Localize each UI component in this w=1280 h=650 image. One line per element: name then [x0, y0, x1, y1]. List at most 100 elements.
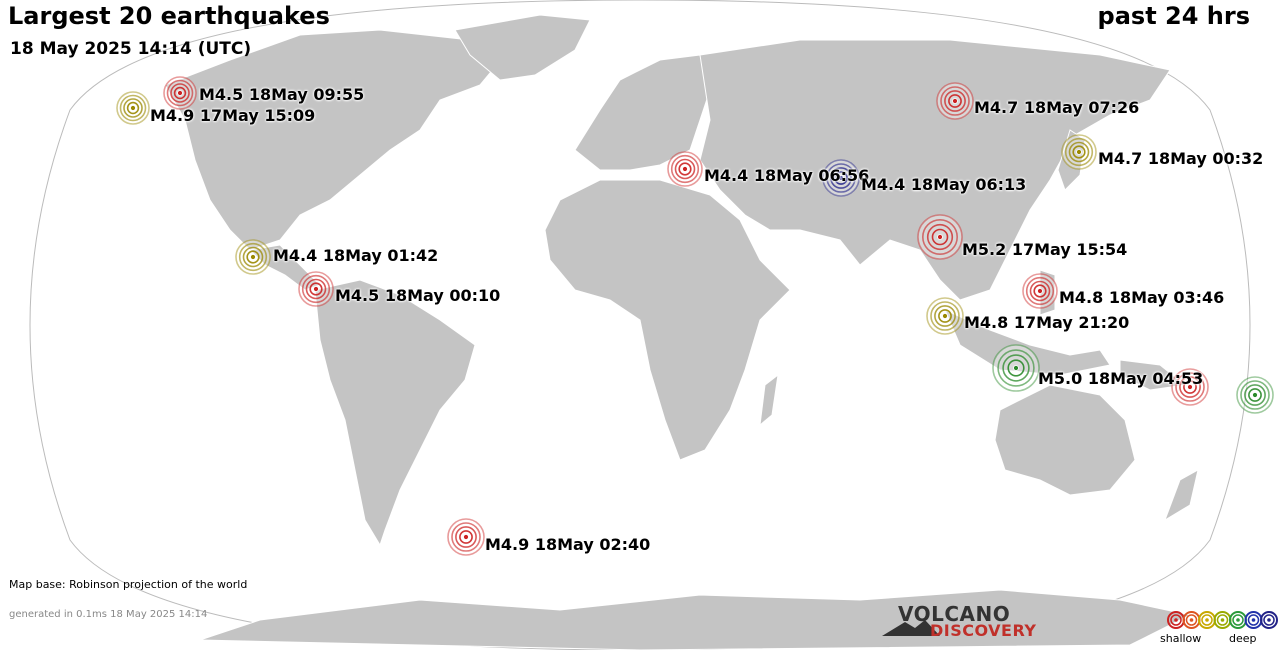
- quake-label[interactable]: M4.4 18May 01:42: [273, 246, 439, 265]
- europe-landmass: [574, 54, 711, 171]
- quake-ring: [948, 94, 962, 108]
- legend-ring: [1216, 614, 1229, 626]
- quake-marker[interactable]: [667, 151, 703, 187]
- quake-label[interactable]: M4.5 18May 00:10: [335, 286, 501, 305]
- quake-marker[interactable]: [1061, 134, 1097, 170]
- legend-dot: [1236, 618, 1240, 622]
- quake-ring: [940, 86, 970, 116]
- quake-ring: [670, 154, 700, 184]
- quake-marker[interactable]: [116, 91, 150, 125]
- antarctica-landmass: [199, 589, 1192, 650]
- logo-text-volcano: VOLCANO: [898, 602, 1011, 626]
- quake-ring: [674, 158, 696, 180]
- quake-marker[interactable]: [926, 297, 964, 335]
- map-base-note: Map base: Robinson projection of the wor…: [9, 578, 248, 591]
- greenland-landmass: [454, 14, 591, 81]
- quake-label[interactable]: M4.7 18May 07:26: [974, 98, 1140, 117]
- quake-marker[interactable]: [917, 214, 963, 260]
- quake-ring: [166, 79, 194, 107]
- quake-marker[interactable]: [298, 271, 334, 307]
- quake-marker[interactable]: [992, 344, 1040, 392]
- page-title: Largest 20 earthquakes: [8, 2, 330, 30]
- earthquake-markers: [116, 76, 1274, 556]
- landmasses: [164, 14, 1199, 650]
- quake-ring: [301, 274, 331, 304]
- quake-ring: [1244, 384, 1266, 406]
- quake-epicenter-dot: [130, 105, 136, 111]
- quake-ring: [1072, 145, 1086, 159]
- legend-dot: [1174, 618, 1178, 622]
- quake-ring: [830, 167, 852, 189]
- quake-epicenter-dot: [1252, 392, 1258, 398]
- quake-label[interactable]: M5.2 17May 15:54: [962, 240, 1128, 259]
- new-guinea-landmass: [1119, 359, 1187, 391]
- quake-epicenter-dot: [250, 254, 256, 260]
- quake-ring: [1002, 354, 1030, 382]
- quake-marker[interactable]: [1022, 273, 1058, 309]
- quake-marker[interactable]: [936, 82, 974, 120]
- quake-ring: [1248, 388, 1262, 402]
- quake-ring: [997, 349, 1035, 387]
- quake-ring: [455, 526, 477, 548]
- quake-ring: [123, 98, 143, 118]
- quake-ring: [1175, 372, 1205, 402]
- quake-label[interactable]: M4.9 17May 15:09: [150, 106, 316, 125]
- quake-ring: [938, 309, 952, 323]
- quake-label[interactable]: M4.8 18May 03:46: [1059, 288, 1225, 307]
- quake-epicenter-dot: [1076, 149, 1082, 155]
- quake-ring: [173, 86, 187, 100]
- quake-epicenter-dot: [838, 175, 844, 181]
- legend-dot: [1251, 618, 1256, 622]
- quake-marker[interactable]: [1171, 368, 1209, 406]
- quake-ring: [1068, 141, 1090, 163]
- volcano-discovery-logo[interactable]: VOLCANO DISCOVERY: [880, 602, 1040, 642]
- quake-epicenter-dot: [942, 313, 948, 319]
- quake-ring: [1064, 137, 1094, 167]
- quake-ring: [1240, 380, 1270, 410]
- quake-ring: [451, 522, 481, 552]
- quake-label[interactable]: M4.5 18May 09:55: [199, 85, 365, 104]
- legend-ring: [1170, 614, 1182, 626]
- quake-marker[interactable]: [235, 239, 271, 275]
- quake-label[interactable]: M4.7 18May 00:32: [1098, 149, 1264, 168]
- depth-legend: shallow deep: [1160, 608, 1270, 648]
- quake-label[interactable]: M4.8 17May 21:20: [964, 313, 1130, 332]
- legend-ring: [1185, 614, 1198, 626]
- quake-ring: [305, 278, 327, 300]
- legend-ring: [1247, 614, 1260, 626]
- quake-marker[interactable]: [163, 76, 197, 110]
- legend-deep-label: deep: [1229, 632, 1257, 645]
- quake-label[interactable]: M4.9 18May 02:40: [485, 535, 651, 554]
- quake-ring: [921, 219, 958, 256]
- generated-note: generated in 0.1ms 18 May 2025 14:14: [9, 609, 208, 620]
- legend-shallow-label: shallow: [1160, 632, 1202, 645]
- madagascar-landmass: [759, 373, 779, 427]
- quake-marker[interactable]: [1236, 376, 1274, 414]
- quake-ring: [934, 305, 956, 327]
- quake-ring: [926, 223, 954, 251]
- depth-legend-rings: [1167, 611, 1278, 629]
- legend-ring: [1201, 614, 1213, 626]
- quake-ring: [931, 228, 949, 246]
- quake-label[interactable]: M5.0 18May 04:53: [1038, 369, 1204, 388]
- asia-landmass: [699, 39, 1171, 301]
- quake-epicenter-dot: [1037, 288, 1043, 294]
- africa-landmass: [544, 179, 791, 461]
- legend-dot: [1267, 618, 1271, 622]
- quake-ring: [826, 163, 856, 193]
- quake-epicenter-dot: [1187, 384, 1193, 390]
- quake-label[interactable]: M4.4 18May 06:13: [861, 175, 1027, 194]
- north-america-landmass: [164, 29, 506, 251]
- quake-marker[interactable]: [447, 518, 485, 556]
- quake-ring: [459, 530, 473, 544]
- quake-epicenter-dot: [937, 234, 943, 240]
- new-zealand-landmass: [1164, 469, 1199, 522]
- quake-epicenter-dot: [682, 166, 688, 172]
- quake-label[interactable]: M4.4 18May 06:56: [704, 166, 870, 185]
- quake-ring: [238, 242, 268, 272]
- quake-ring: [1179, 376, 1201, 398]
- legend-dot: [1205, 618, 1209, 622]
- quake-marker[interactable]: [822, 159, 860, 197]
- volcano-logo-icon: [882, 620, 940, 636]
